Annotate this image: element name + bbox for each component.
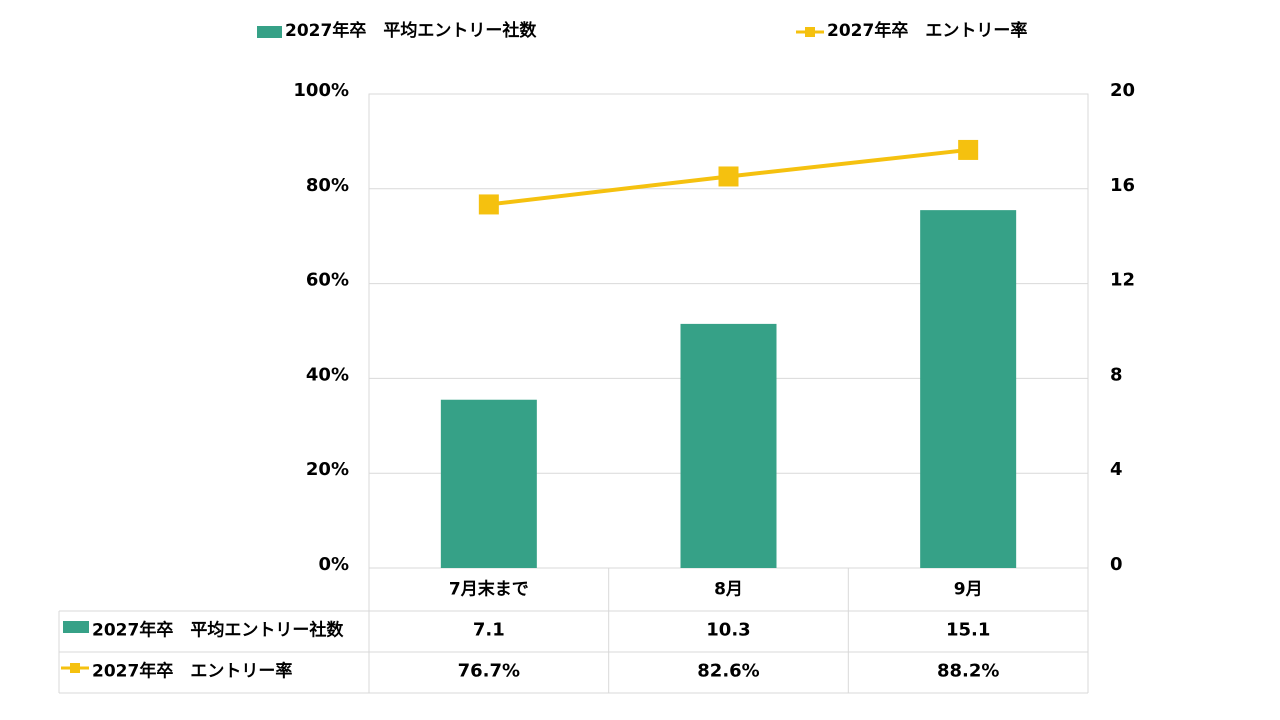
table-bar-swatch [63, 621, 89, 633]
left-axis-tick-label: 100% [293, 80, 349, 101]
left-axis-tick-label: 60% [306, 270, 349, 291]
bar [920, 210, 1017, 568]
table-bar-series-label: 2027年卒 平均エントリー社数 [92, 620, 344, 641]
bar-data-label: 7.1 [473, 620, 505, 641]
legend-bar-label: 2027年卒 平均エントリー社数 [285, 20, 537, 41]
legend: 2027年卒 平均エントリー社数 2027年卒 エントリー率 [257, 20, 1027, 41]
right-y-axis: 0 4 8 12 16 20 [1110, 80, 1135, 575]
category-label: 7月末まで [449, 579, 529, 600]
line-data-label: 82.6% [697, 661, 759, 682]
right-axis-tick-label: 12 [1110, 270, 1135, 291]
bar-data-label: 10.3 [706, 620, 750, 641]
right-axis-tick-label: 4 [1110, 459, 1123, 480]
left-axis-tick-label: 20% [306, 459, 349, 480]
line-marker [718, 166, 739, 187]
right-axis-tick-label: 8 [1110, 364, 1123, 385]
legend-line-label: 2027年卒 エントリー率 [827, 20, 1027, 41]
left-axis-tick-label: 0% [318, 554, 349, 575]
data-table: 7月末まで 8月 9月 2027年卒 平均エントリー社数 7.1 10.3 15.1 2027… [58, 568, 1089, 694]
left-axis-tick-label: 40% [306, 364, 349, 385]
right-axis-tick-label: 20 [1110, 80, 1135, 101]
left-y-axis: 0% 20% 40% 60% 80% 100% [293, 80, 349, 575]
category-label: 9月 [954, 580, 983, 600]
table-line-series-label: 2027年卒 エントリー率 [92, 661, 292, 682]
right-axis-tick-label: 0 [1110, 554, 1123, 575]
table-line-marker [70, 663, 80, 673]
left-axis-tick-label: 80% [306, 175, 349, 196]
bar [440, 399, 537, 568]
right-axis-tick-label: 16 [1110, 175, 1135, 196]
legend-line-marker [805, 27, 815, 37]
legend-bar-swatch [257, 26, 282, 38]
bar [680, 323, 777, 568]
line-data-label: 88.2% [937, 661, 999, 682]
category-label: 8月 [714, 580, 743, 600]
line-data-label: 76.7% [458, 661, 520, 682]
line-marker [478, 194, 499, 215]
line-series [478, 139, 979, 215]
bar-series [440, 210, 1017, 568]
bar-data-label: 15.1 [946, 620, 990, 641]
line-marker [958, 139, 979, 160]
